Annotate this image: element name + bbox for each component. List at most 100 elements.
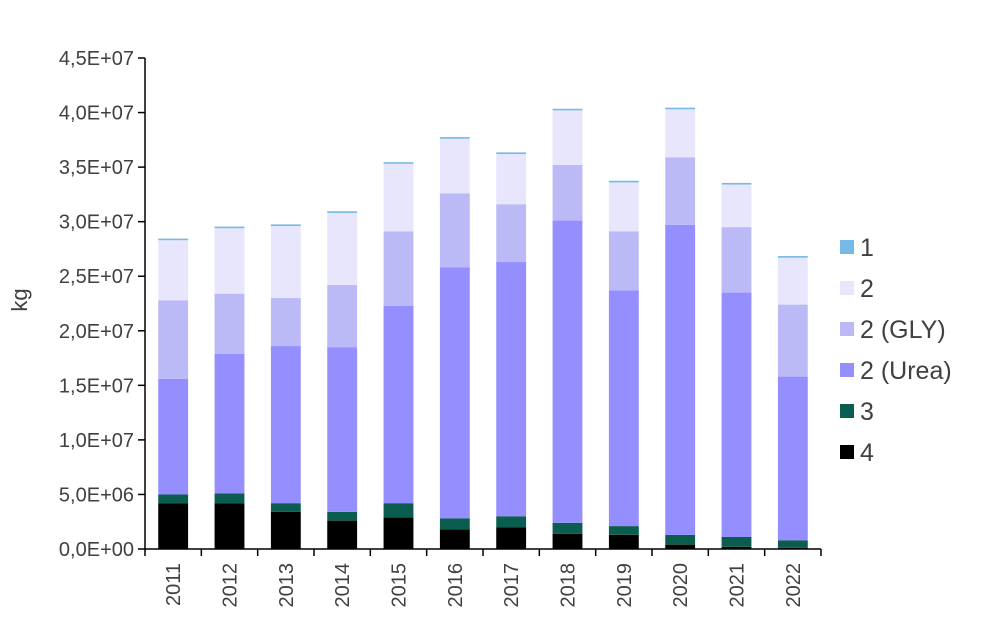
bar-2022-series-4 — [777, 257, 808, 305]
bar-2014-series-0 — [327, 520, 358, 549]
y-tick-label: 2,5E+07 — [59, 266, 134, 288]
bar-2020-series-1 — [665, 534, 696, 545]
bar-2018-series-5 — [552, 108, 583, 111]
legend-label: 2 (GLY) — [860, 316, 946, 344]
y-tick-label: 4,5E+07 — [59, 48, 134, 70]
bar-2019-series-2 — [608, 290, 639, 527]
bar-2017-series-5 — [496, 152, 527, 155]
y-tick-label: 3,5E+07 — [59, 157, 134, 179]
bar-2018-series-2 — [552, 220, 583, 523]
bar-2017-series-4 — [496, 154, 527, 205]
bar-2016-series-4 — [439, 138, 470, 194]
bar-2013-series-3 — [270, 298, 301, 347]
legend-label: 2 (Urea) — [860, 357, 952, 385]
bar-2011-series-3 — [158, 300, 189, 379]
bar-2015-series-4 — [383, 163, 414, 232]
bar-2011-series-1 — [158, 494, 189, 504]
bar-2020-series-4 — [665, 109, 696, 158]
bar-2020-series-5 — [665, 107, 696, 110]
legend: 1 2 2 (GLY) 2 (Urea) 3 4 — [840, 234, 952, 467]
bar-2016-series-5 — [439, 137, 470, 139]
bar-2020-series-0 — [665, 544, 696, 549]
legend-swatch — [840, 363, 854, 377]
bar-2012-series-4 — [214, 228, 245, 294]
bar-2016-series-1 — [439, 518, 470, 530]
x-tick-label-2011: 2011 — [163, 563, 185, 606]
x-tick-label-2015: 2015 — [389, 563, 411, 608]
bar-2013-series-2 — [270, 346, 301, 504]
legend-swatch — [840, 240, 854, 254]
y-tick-label: 2,0E+07 — [59, 321, 134, 343]
bar-2017-series-0 — [496, 527, 527, 549]
y-tick-label: 0,0E+00 — [59, 539, 134, 561]
legend-swatch — [840, 322, 854, 336]
bar-2016-series-2 — [439, 267, 470, 519]
legend-label: 2 — [860, 275, 874, 303]
x-tick-label-2017: 2017 — [501, 563, 523, 608]
bar-2020-series-3 — [665, 157, 696, 225]
x-tick-label-2016: 2016 — [445, 563, 467, 608]
bar-2015-series-3 — [383, 231, 414, 306]
bar-2012-series-5 — [214, 226, 245, 229]
bar-2011-series-2 — [158, 378, 189, 495]
x-tick-label-2020: 2020 — [670, 563, 692, 608]
bar-2021-series-4 — [721, 184, 752, 228]
x-tick-label-2014: 2014 — [332, 563, 354, 608]
bar-2021-series-1 — [721, 537, 752, 547]
legend-swatch — [840, 281, 854, 295]
bar-2013-series-5 — [270, 224, 301, 227]
y-tick-label: 3,0E+07 — [59, 212, 134, 234]
bar-2017-series-3 — [496, 204, 527, 263]
x-tick-label-2019: 2019 — [614, 563, 636, 608]
bar-2019-series-1 — [608, 526, 639, 535]
bar-2021-series-2 — [721, 292, 752, 537]
bar-2014-series-3 — [327, 284, 358, 348]
bar-2014-series-4 — [327, 212, 358, 285]
y-tick-label: 1,0E+07 — [59, 430, 134, 452]
bar-2011-series-4 — [158, 240, 189, 301]
bar-2012-series-0 — [214, 503, 245, 549]
legend-label: 1 — [860, 234, 874, 262]
bar-2015-series-5 — [383, 162, 414, 164]
bar-2013-series-0 — [270, 511, 301, 549]
bar-2015-series-2 — [383, 305, 414, 504]
x-tick-label-2021: 2021 — [727, 563, 749, 608]
bar-2013-series-4 — [270, 226, 301, 299]
bar-2015-series-0 — [383, 517, 414, 549]
bar-2022-series-1 — [777, 540, 808, 548]
y-tick-label: 5,0E+06 — [59, 484, 134, 506]
x-tick-label-2012: 2012 — [220, 563, 242, 608]
bar-2019-series-4 — [608, 182, 639, 232]
bar-2013-series-1 — [270, 503, 301, 512]
legend-swatch — [840, 404, 854, 418]
y-tick-label: 4,0E+07 — [59, 103, 134, 125]
bar-2017-series-1 — [496, 516, 527, 528]
bar-2022-series-3 — [777, 304, 808, 377]
bar-2020-series-2 — [665, 224, 696, 535]
bar-2021-series-5 — [721, 182, 752, 185]
legend-swatch — [840, 445, 854, 459]
bar-2011-series-5 — [158, 238, 189, 241]
bar-2018-series-1 — [552, 522, 583, 534]
bar-2018-series-3 — [552, 164, 583, 221]
bar-2012-series-1 — [214, 493, 245, 504]
bar-2019-series-0 — [608, 534, 639, 549]
bar-2012-series-3 — [214, 293, 245, 354]
bar-2014-series-1 — [327, 511, 358, 521]
bar-2019-series-3 — [608, 231, 639, 291]
bar-2012-series-2 — [214, 353, 245, 494]
bar-2018-series-0 — [552, 533, 583, 549]
legend-label: 4 — [860, 439, 874, 467]
bar-2016-series-3 — [439, 193, 470, 268]
y-tick-label: 1,5E+07 — [59, 375, 134, 397]
bar-2015-series-1 — [383, 503, 414, 518]
x-tick-label-2013: 2013 — [276, 563, 298, 608]
bar-2016-series-0 — [439, 529, 470, 549]
legend-label: 3 — [860, 398, 874, 426]
bar-2018-series-4 — [552, 110, 583, 165]
bar-2014-series-5 — [327, 211, 358, 213]
bar-2021-series-0 — [721, 546, 752, 549]
bar-2022-series-5 — [777, 256, 808, 258]
bar-2017-series-2 — [496, 262, 527, 517]
